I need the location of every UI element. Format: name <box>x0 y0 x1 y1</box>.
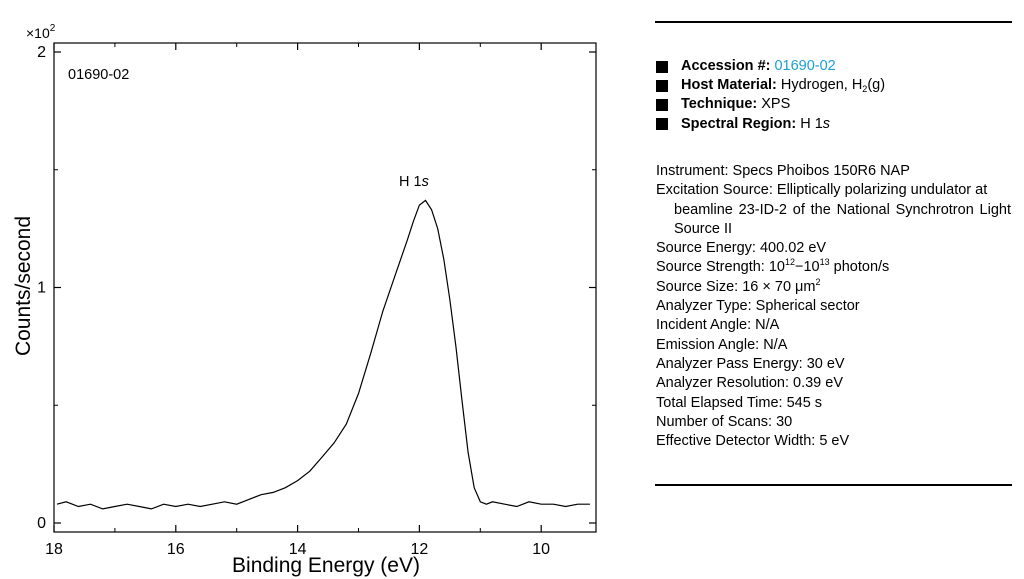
host-material-label: Host Material: <box>681 77 777 94</box>
source-energy-line: Source Energy: 400.02 eV <box>656 240 827 257</box>
spectrum-line <box>56 199 590 510</box>
analyzer-resolution-line: Analyzer Resolution: 0.39 eV <box>656 375 843 392</box>
x-tick-label: 18 <box>45 541 63 558</box>
emission-angle-line: Emission Angle: N/A <box>656 336 788 353</box>
instrument-line: Instrument: Specs Phoibos 150R6 NAP <box>656 163 910 179</box>
x-axis-label: Binding Energy (eV) <box>232 554 420 577</box>
host-material-row: Host Material: Hydrogen, H2(g) <box>656 76 885 95</box>
accession-label: Accession #: <box>681 58 771 74</box>
number-of-scans-line: Number of Scans: 30 <box>656 413 793 430</box>
x-tick-label: 16 <box>167 541 185 558</box>
spectral-region-value: H 1s <box>800 115 831 132</box>
peak-label: H 1s <box>399 174 429 190</box>
spectral-region-label: Spectral Region: <box>681 115 797 132</box>
top-divider <box>655 21 1012 23</box>
excitation-source-line: Excitation Source: Elliptically polarizi… <box>656 182 1011 237</box>
instrument-details: Instrument: Specs Phoibos 150R6 NAP Exci… <box>656 162 1011 451</box>
host-material-value: Hydrogen, H2(g) <box>780 77 886 95</box>
pass-energy-line: Analyzer Pass Energy: 30 eV <box>656 355 845 372</box>
x-tick-label: 10 <box>532 541 550 558</box>
bullet-square-icon <box>656 118 668 131</box>
metadata-header: Accession #: 01690-02 Host Material: Hyd… <box>656 57 885 134</box>
source-size-line: Source Size: 16 × 70 μm2 <box>656 276 821 295</box>
y-tick-label: 2 <box>37 44 46 61</box>
y-axis-multiplier: ×102 <box>26 23 56 41</box>
incident-angle-line: Incident Angle: N/A <box>656 317 780 334</box>
y-axis-label: Counts/second <box>12 216 35 356</box>
technique-label: Technique: <box>681 96 758 113</box>
technique-value: XPS <box>761 96 791 113</box>
y-tick-label: 1 <box>37 280 46 297</box>
elapsed-time-line: Total Elapsed Time: 545 s <box>656 394 823 411</box>
accession-row: Accession #: 01690-02 <box>656 57 885 76</box>
sample-label: 01690-02 <box>68 67 129 83</box>
detector-width-line: Effective Detector Width: 5 eV <box>656 433 850 450</box>
bottom-divider <box>655 484 1012 486</box>
bullet-square-icon <box>656 99 668 111</box>
analyzer-type-line: Analyzer Type: Spherical sector <box>656 298 860 315</box>
axis-ticks <box>53 43 596 532</box>
plot-border <box>53 42 597 533</box>
plot-frame <box>53 42 597 533</box>
bullet-square-icon <box>656 79 668 92</box>
spectral-region-row: Spectral Region: H 1s <box>656 115 885 134</box>
source-strength-line: Source Strength: 1012−1013 photon/s <box>656 257 890 276</box>
accession-link[interactable]: 01690-02 <box>774 58 836 74</box>
x-tick-label: 12 <box>410 541 428 558</box>
technique-row: Technique: XPS <box>656 95 885 114</box>
y-tick-label: 0 <box>37 515 46 532</box>
x-tick-label: 14 <box>289 541 307 558</box>
bullet-square-icon <box>656 60 668 73</box>
